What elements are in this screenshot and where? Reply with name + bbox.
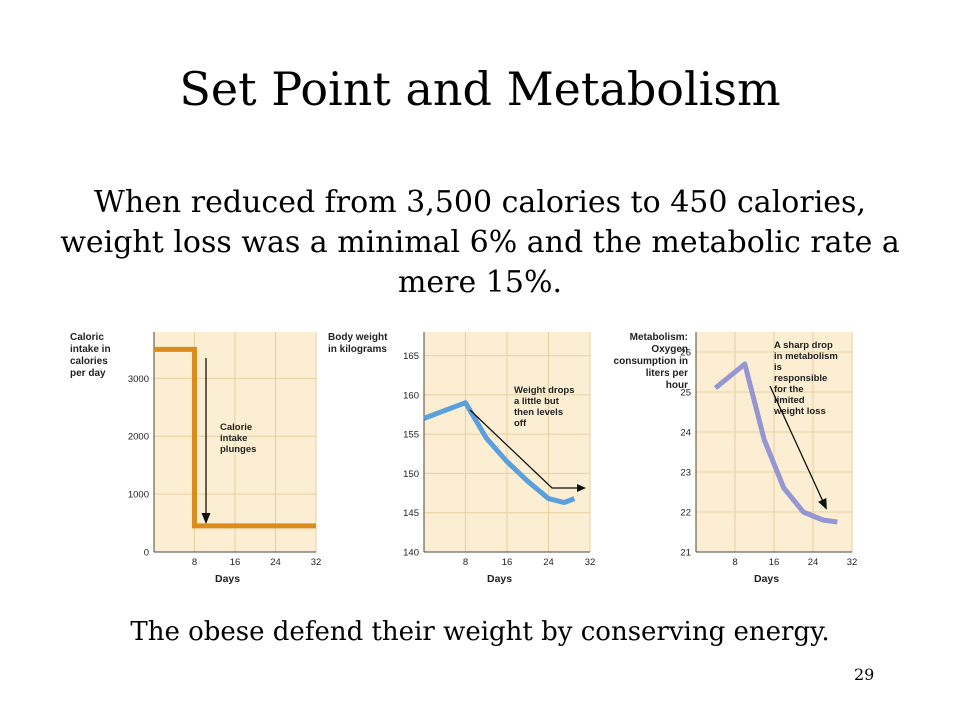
chart-3: 8 16 24 32 21 22 23 24 25 26 Days Metabolism: Oxygen…: [614, 332, 858, 585]
x-tick-label: 16: [502, 557, 513, 568]
y-tick-label: 2000: [128, 432, 149, 443]
x-tick-label: 24: [808, 557, 819, 568]
y-tick-label: 26: [680, 348, 691, 359]
y-tick-label: 150: [403, 469, 419, 480]
slide-title: Set Point and Metabolism: [179, 62, 781, 116]
arrow-head: [577, 484, 586, 492]
y-tick-label: 155: [403, 430, 419, 441]
charts-svg: 8 16 24 32 0 1000 2000 3000 Days Caloric intake in…: [70, 332, 858, 585]
x-axis-label: Days: [487, 573, 512, 585]
y-tick-label: 165: [403, 351, 419, 362]
y-tick-label: 22: [680, 508, 691, 519]
slide-caption: The obese defend their weight by conserv…: [130, 617, 830, 647]
x-tick-label: 24: [270, 557, 281, 568]
slide-subtitle: When reduced from 3,500 calories to 450 …: [60, 185, 900, 300]
x-tick-label: 16: [230, 557, 241, 568]
arrow-head: [818, 497, 827, 510]
y-tick-label: 3000: [128, 374, 149, 385]
x-axis-label: Days: [754, 573, 779, 585]
chart-panel-group: 8 16 24 32 0 1000 2000 3000 Days Caloric intake in…: [62, 318, 870, 594]
y-axis-label: Caloric intake in calories per day: [70, 332, 111, 379]
chart-2: 8 16 24 32 140 145 150 155 160 165 Days Body weight…: [328, 332, 595, 585]
x-tick-label: 32: [585, 557, 596, 568]
x-tick-label: 8: [732, 557, 737, 568]
x-tick-label: 8: [463, 557, 468, 568]
annotation-arrow: [769, 385, 827, 509]
y-tick-label: 21: [680, 548, 691, 559]
y-tick-label: 140: [403, 548, 419, 559]
annotation-text: A sharp drop in metabolism is responsible fo…: [773, 340, 838, 417]
y-tick-label: 24: [680, 428, 691, 439]
annotation-text: Weight drops a little but then levels off: [514, 385, 575, 429]
x-tick-label: 32: [311, 557, 322, 568]
y-tick-label: 145: [403, 508, 419, 519]
y-tick-label: 1000: [128, 490, 149, 501]
x-tick-label: 16: [769, 557, 780, 568]
y-tick-label: 23: [680, 468, 691, 479]
x-axis-label: Days: [215, 573, 240, 585]
x-tick-label: 8: [192, 557, 197, 568]
annotation-text: Calorie intake plunges: [220, 422, 256, 455]
y-axis-label: Body weight in kilograms: [328, 332, 388, 355]
x-tick-label: 32: [847, 557, 858, 568]
y-tick-label: 0: [144, 548, 149, 559]
annotation-arrow: [469, 409, 580, 489]
y-tick-label: 25: [680, 388, 691, 399]
y-axis-label: Metabolism: Oxygen consumption in liters pe…: [614, 332, 689, 391]
chart-1: 8 16 24 32 0 1000 2000 3000 Days Caloric intake in…: [70, 332, 321, 585]
series-line: [154, 346, 316, 529]
series-line: [423, 400, 576, 505]
series-line: [713, 361, 838, 525]
x-tick-label: 24: [543, 557, 554, 568]
y-tick-label: 160: [403, 390, 419, 401]
arrow-head: [201, 513, 211, 524]
page-number: 29: [854, 665, 875, 684]
